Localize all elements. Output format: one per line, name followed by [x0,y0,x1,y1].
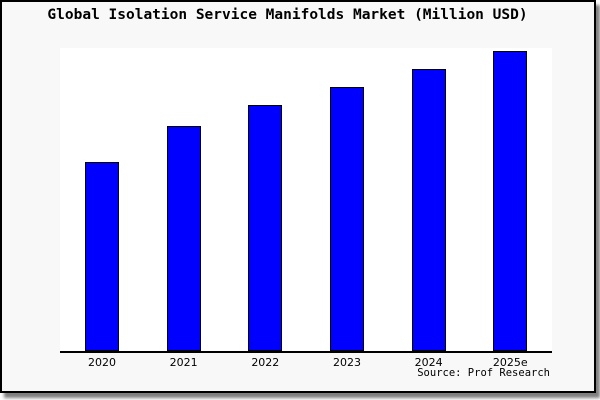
x-tick-label-2024: 2024 [414,356,443,369]
bar-2025e [493,51,528,351]
chart-figure: Global Isolation Service Manifolds Marke… [0,0,596,393]
bar-2024 [411,69,446,351]
bar-2022 [248,105,283,351]
bar-2020 [85,162,119,351]
x-axis-line [59,351,552,353]
x-axis-tick-labels: 2020 2021 2022 2023 2024 2025e [60,356,552,370]
source-attribution: Source: Prof Research [417,367,550,379]
x-tick-label-2022: 2022 [251,356,280,369]
bar-2021 [166,126,201,351]
plot-area [59,48,552,353]
bar-2023 [329,87,364,351]
chart-title: Global Isolation Service Manifolds Marke… [47,7,528,23]
x-tick-label-2020: 2020 [88,356,116,369]
x-tick-label-2023: 2023 [332,356,361,369]
x-tick-label-2025e: 2025e [492,356,528,369]
x-tick-label-2021: 2021 [169,356,198,369]
